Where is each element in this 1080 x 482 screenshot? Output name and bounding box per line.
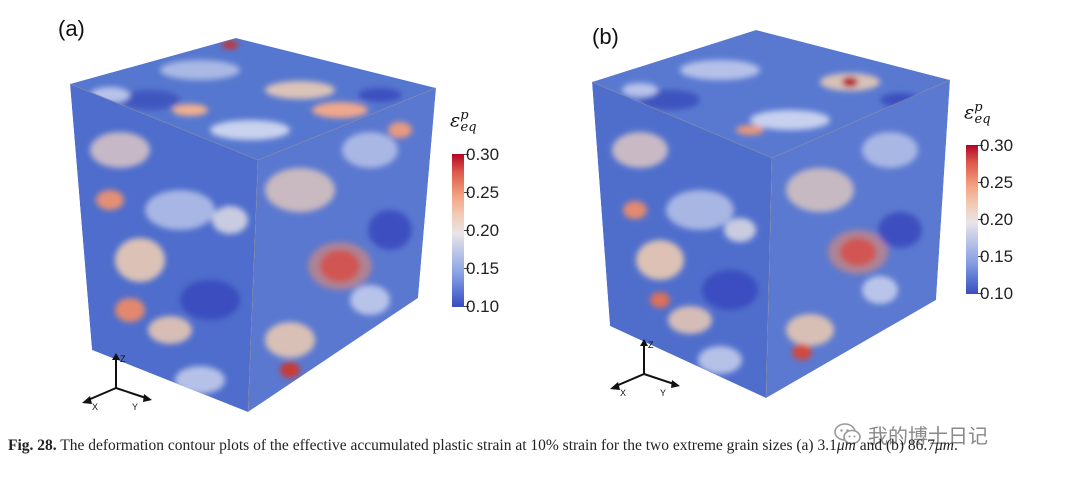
colorbar-tick-a-010: 0.10 — [466, 297, 500, 316]
figure-panel-b: (b) — [540, 0, 1080, 420]
cube-left-face-b — [592, 82, 772, 398]
cube-top-face-b — [592, 30, 950, 158]
colorbar-title-b: εpeq — [964, 100, 991, 128]
axes-triad-b: Z X Y — [610, 339, 680, 396]
colorbar-tick-b-010: 0.10 — [980, 284, 1014, 303]
axis-label-y-a: Y — [132, 402, 138, 410]
colorbar-gradient-b — [966, 145, 978, 294]
axis-label-y-b: Y — [660, 388, 666, 396]
colorbar-title-a: εpeq — [450, 108, 477, 136]
colorbar-tick-b-020: 0.20 — [980, 210, 1014, 229]
panel-label-b: (b) — [592, 24, 619, 49]
caption-unit1: μm — [836, 437, 856, 454]
caption-unit2: μm — [935, 437, 955, 454]
figure-caption: Fig. 28. The deformation contour plots o… — [8, 434, 1072, 457]
caption-text-part1: The deformation contour plots of the eff… — [56, 437, 837, 454]
colorbar-gradient-a — [452, 154, 464, 307]
strain-contour-cube-a — [69, 38, 437, 413]
panel-label-a: (a) — [58, 16, 85, 41]
colorbar-tick-b-025: 0.25 — [980, 173, 1014, 192]
cube-top-face-a — [70, 38, 436, 160]
colorbar-tick-a-015: 0.15 — [466, 259, 500, 278]
caption-text-part2: and (b) 86.7 — [855, 437, 936, 454]
figure-panel-a: (a) — [0, 0, 540, 420]
axes-triad-a: Z X Y — [82, 353, 152, 410]
wechat-icon — [834, 423, 861, 445]
cube-right-face-b — [766, 80, 950, 398]
caption-text-end: . — [954, 437, 958, 454]
axis-label-z-b: Z — [648, 340, 654, 350]
axis-label-z-a: Z — [120, 354, 126, 364]
cube-left-face-a — [70, 84, 258, 412]
colorbar-tick-b-015: 0.15 — [980, 247, 1014, 266]
watermark: 我的博士日记 — [830, 421, 992, 448]
axis-label-x-a: X — [92, 402, 98, 410]
colorbar-tick-b-030: 0.30 — [980, 136, 1014, 155]
colorbar-tick-a-025: 0.25 — [466, 183, 500, 202]
cube-right-face-a — [248, 88, 436, 412]
strain-contour-cube-b — [591, 30, 951, 399]
axis-label-x-b: X — [620, 388, 626, 396]
caption-label: Fig. 28. — [8, 437, 57, 454]
colorbar-tick-a-020: 0.20 — [466, 221, 500, 240]
watermark-text: 我的博士日记 — [868, 423, 988, 448]
colorbar-tick-a-030: 0.30 — [466, 145, 500, 164]
